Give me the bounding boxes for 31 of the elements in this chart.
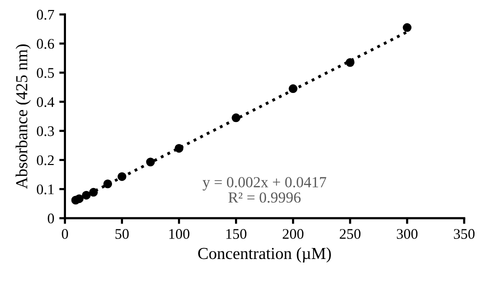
point <box>89 188 98 197</box>
point <box>174 144 184 153</box>
point <box>288 84 298 94</box>
y-tick-label: 0.1 <box>36 184 54 194</box>
y-tick-label: 0.3 <box>36 126 54 136</box>
point <box>82 190 91 200</box>
x-tick-label: 200 <box>282 229 304 239</box>
x-tick-label: 250 <box>340 229 360 239</box>
x-tick-label: 50 <box>116 229 129 239</box>
point <box>103 179 112 188</box>
point <box>232 113 240 122</box>
x-tick-label: 350 <box>454 229 475 239</box>
x-axis-title: Concentration (µM) <box>198 247 331 263</box>
y-tick-label: 0.4 <box>36 97 54 108</box>
point <box>118 172 126 181</box>
y-tick-label: 0.7 <box>36 10 54 20</box>
annotation: R² = 0.9996 <box>228 192 301 203</box>
point <box>346 58 354 67</box>
y-tick-label: 0.5 <box>36 68 54 78</box>
x-tick-label: 300 <box>396 229 418 239</box>
point <box>74 194 84 204</box>
annotation: y = 0.002x + 0.0417 <box>202 177 326 190</box>
y-tick-label: 0.2 <box>36 155 54 166</box>
y-axis-title: Absorbance (425 nm) <box>16 44 31 189</box>
point <box>402 23 412 32</box>
point <box>146 158 155 166</box>
x-tick-label: 150 <box>226 229 246 239</box>
y-tick-label: 0.6 <box>36 38 54 49</box>
y-tick-label: 0 <box>48 214 54 224</box>
x-tick-label: 0 <box>62 229 68 239</box>
x-tick-label: 100 <box>169 229 190 239</box>
